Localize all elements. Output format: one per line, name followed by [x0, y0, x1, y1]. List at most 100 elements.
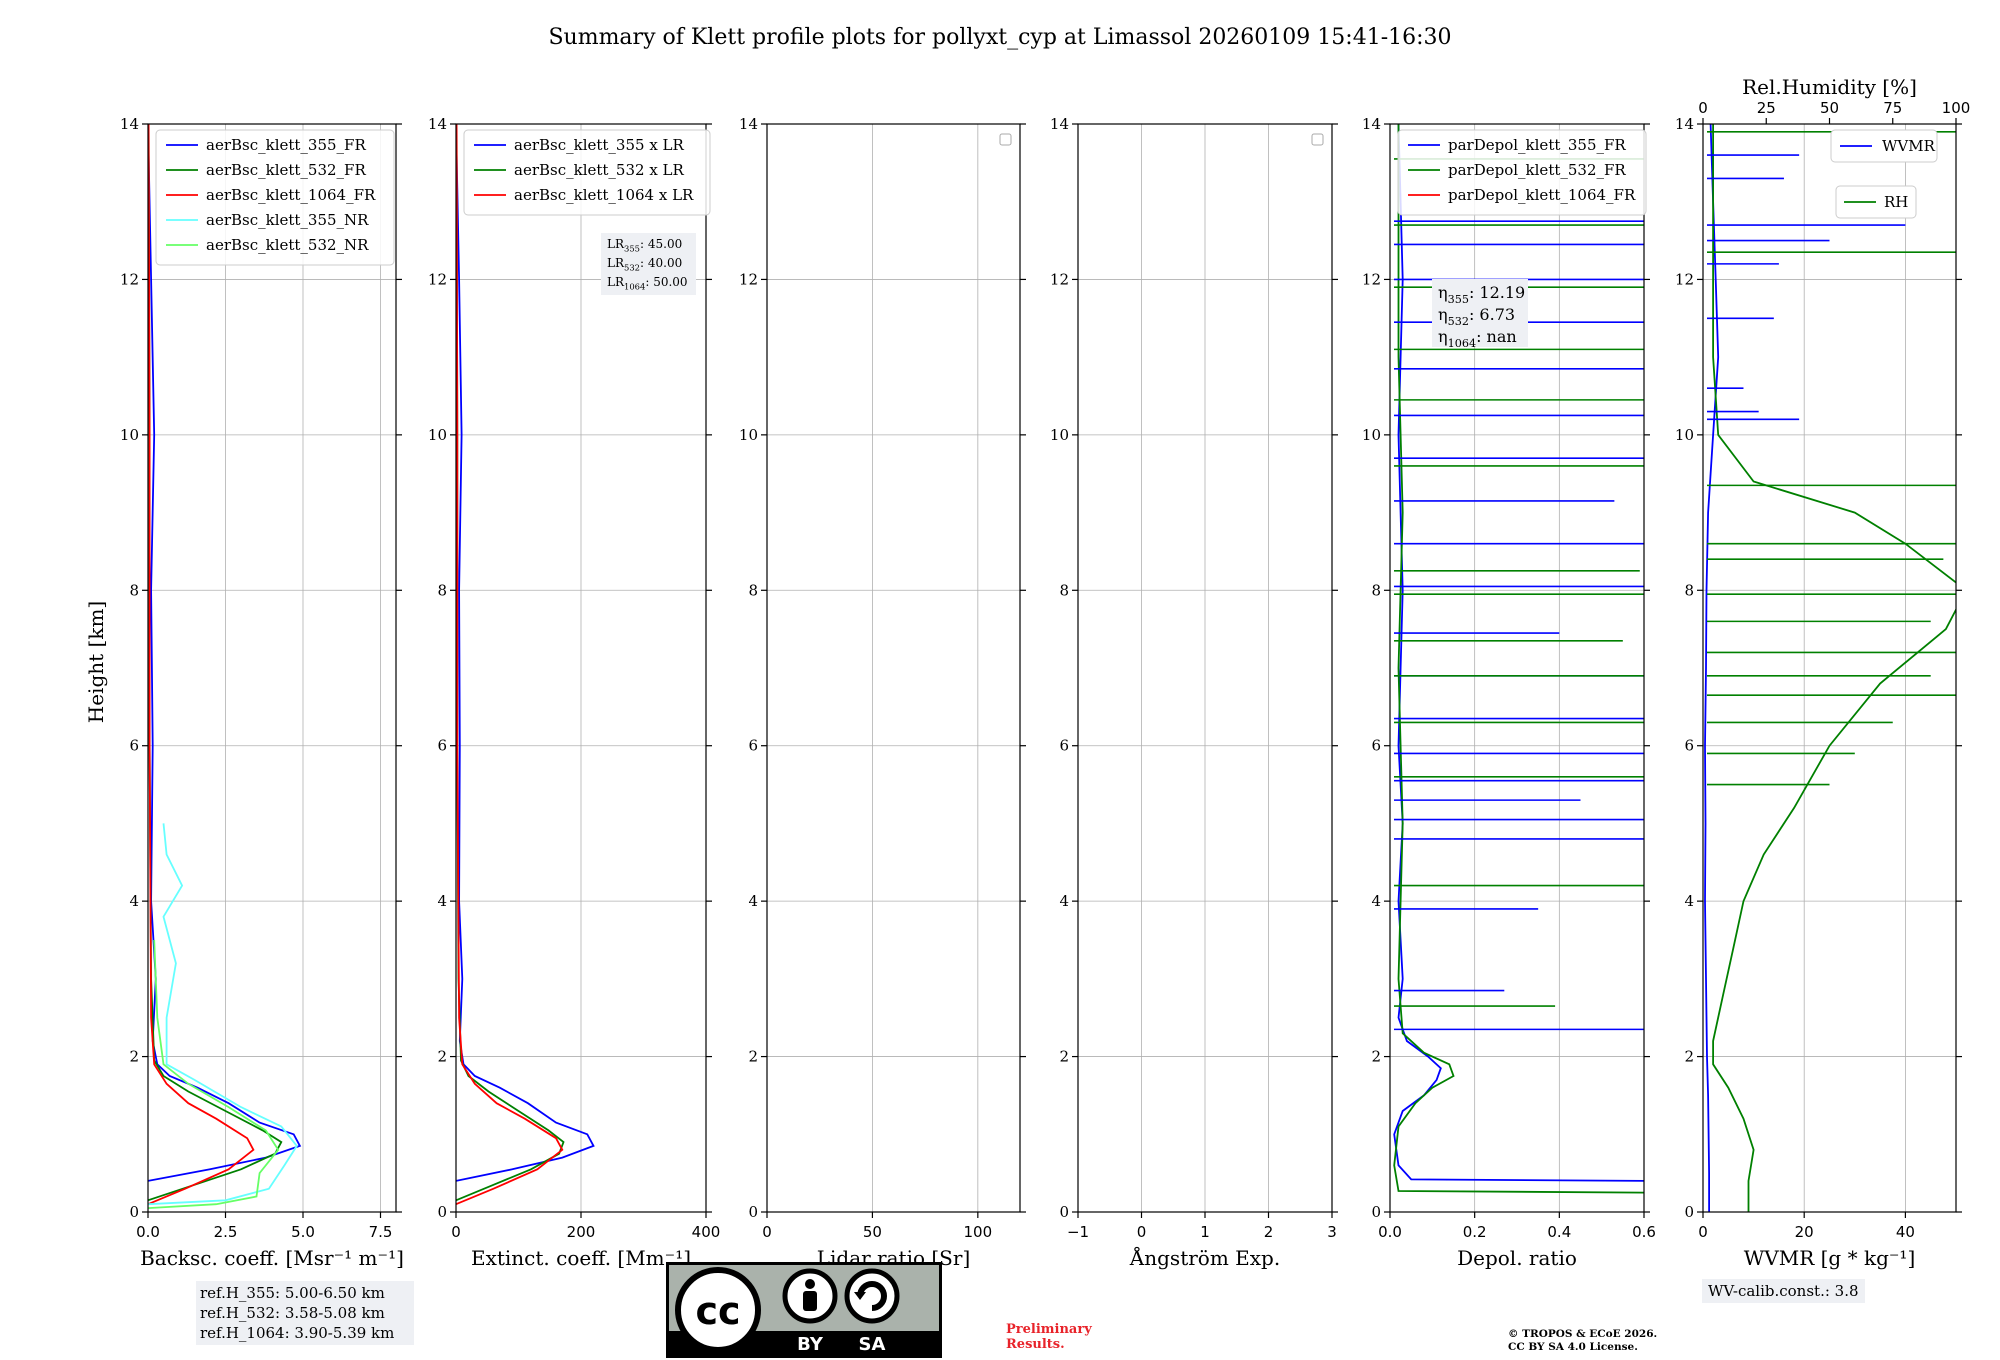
x-tick-label: 200 — [567, 1223, 596, 1241]
y-tick-label: 4 — [437, 892, 447, 910]
y-tick-label: 10 — [1675, 426, 1694, 444]
legend: parDepol_klett_355_FR parDepol_klett_532_… — [1397, 129, 1647, 216]
series-line-WVMR — [1704, 124, 1720, 1212]
axes-frame — [1702, 123, 1957, 1213]
legend-entry: parDepol_klett_532_FR — [1448, 161, 1626, 179]
copyright-line-2: CC BY SA 4.0 License. — [1508, 1341, 1638, 1353]
x2-tick-label: 0 — [1698, 99, 1708, 117]
y-tick-label: 12 — [739, 270, 758, 288]
ref-height-532: ref.H_532: 3.58-5.08 km — [200, 1304, 385, 1322]
y-tick-label: 4 — [1371, 892, 1381, 910]
x-axis-label: Backsc. coeff. [Msr⁻¹ m⁻¹] — [140, 1246, 404, 1270]
y-tick-label: 6 — [437, 737, 447, 755]
copyright-line-1: © TROPOS & ECoE 2026. — [1508, 1328, 1658, 1340]
legend-box — [155, 129, 395, 266]
axes-frame — [766, 123, 1021, 1213]
x-tick-label: 2 — [1264, 1223, 1274, 1241]
y-tick-label: 4 — [748, 892, 758, 910]
y-tick-label: 6 — [1371, 737, 1381, 755]
panel-backscatter: 0 2 4 6 8 10 12 14 0.0 2.5 5.0 7.5 Backsc. coeff. [M… — [120, 115, 404, 1270]
legend-wvmr: WVMR — [1830, 129, 1938, 163]
legend-entry: aerBsc_klett_532_NR — [206, 236, 369, 254]
legend-entry: parDepol_klett_355_FR — [1448, 136, 1626, 154]
y-tick-label: 2 — [1059, 1048, 1069, 1066]
y-tick-label: 2 — [129, 1048, 139, 1066]
series-group — [148, 124, 302, 1209]
legend-box — [1830, 129, 1938, 163]
series-group — [456, 124, 595, 1206]
figure-title: Summary of Klett profile plots for polly… — [548, 25, 1451, 50]
series-line-aerBsc_klett_532_NR — [148, 939, 280, 1209]
x-tick-label: 20 — [1795, 1223, 1814, 1241]
x-axis-label: WVMR [g * kg⁻¹] — [1744, 1246, 1916, 1270]
x-tick-label: 0.0 — [1378, 1223, 1402, 1241]
y-tick-label: 0 — [748, 1203, 758, 1221]
y-tick-label: 6 — [129, 737, 139, 755]
legend-entry: RH — [1884, 193, 1908, 211]
y-tick-label: 14 — [1675, 115, 1694, 133]
legend-entry: WVMR — [1882, 137, 1936, 155]
lidar-ratio-355: LR355: 45.00 — [607, 237, 682, 254]
cc-icon — [675, 1267, 761, 1353]
y-tick-label: 8 — [129, 581, 139, 599]
x-tick-label: 0.0 — [136, 1223, 160, 1241]
y-tick-label: 2 — [1684, 1048, 1694, 1066]
y-axis-label: Height [km] — [84, 601, 108, 723]
series-group — [1704, 124, 1956, 1212]
y-tick-label: 2 — [437, 1048, 447, 1066]
lidar-ratio-box: LR355: 45.00 LR532: 40.00 LR1064: 50.00 — [601, 233, 696, 295]
legend-entry: aerBsc_klett_355_NR — [206, 211, 369, 229]
y-tick-label: 10 — [1362, 426, 1381, 444]
eta-532: η532: 6.73 — [1438, 305, 1515, 328]
x-tick-label: 0 — [762, 1223, 772, 1241]
series-line-aerBsc_klett_532_FR — [148, 124, 283, 1202]
x2-tick-label: 75 — [1883, 99, 1902, 117]
y-tick-label: 14 — [1362, 115, 1381, 133]
series-line-aerBsc_klett_355_NR — [148, 823, 298, 1206]
series-line-aerBsc_klett_532 x LR — [456, 124, 565, 1202]
y-tick-label: 14 — [739, 115, 758, 133]
y-tick-label: 14 — [428, 115, 447, 133]
ref-height-1064: ref.H_1064: 3.90-5.39 km — [200, 1324, 395, 1342]
x-tick-label: −1 — [1067, 1223, 1089, 1241]
y-tick-label: 12 — [1362, 270, 1381, 288]
y-tick-label: 0 — [437, 1203, 447, 1221]
series-line-RH — [1712, 124, 1956, 1212]
x-tick-label: 3 — [1327, 1223, 1337, 1241]
preliminary-line-2: Results. — [1006, 1337, 1065, 1352]
x-axis-label: Depol. ratio — [1457, 1246, 1577, 1270]
cc-text: cc — [695, 1289, 740, 1333]
y-tick-label: 8 — [437, 581, 447, 599]
sa-share-icon — [844, 1268, 900, 1324]
y-tick-label: 14 — [120, 115, 139, 133]
y-tick-label: 10 — [1050, 426, 1069, 444]
x-tick-label: 50 — [863, 1223, 882, 1241]
panel-depol: 0 2 4 6 8 10 12 14 0.0 0.2 0.4 0.6 Depol. ratio parDe… — [1362, 115, 1656, 1270]
legend-entry: aerBsc_klett_355 x LR — [514, 136, 685, 154]
y-tick-label: 12 — [1675, 270, 1694, 288]
x-tick-label: 0 — [1698, 1223, 1708, 1241]
series-line-aerBsc_klett_355 x LR — [456, 124, 595, 1182]
axes-frame — [147, 123, 397, 1213]
y-tick-label: 12 — [428, 270, 447, 288]
y-tick-label: 12 — [1050, 270, 1069, 288]
legend-entry: aerBsc_klett_355_FR — [206, 136, 366, 154]
by-label: BY — [797, 1334, 824, 1355]
series-line-parDepol_klett_532_FR — [1393, 124, 1644, 1194]
x2-axis-label: Rel.Humidity [%] — [1742, 75, 1917, 99]
y-tick-label: 10 — [739, 426, 758, 444]
y-tick-label: 10 — [428, 426, 447, 444]
x-tick-label: 0.2 — [1463, 1223, 1487, 1241]
lidar-ratio-bg — [601, 233, 696, 295]
series-line-aerBsc_klett_1064 x LR — [456, 124, 564, 1206]
y-tick-label: 0 — [129, 1203, 139, 1221]
x-tick-label: 100 — [964, 1223, 993, 1241]
y-tick-label: 6 — [1059, 737, 1069, 755]
x-axis-label: Extinct. coeff. [Mm⁻¹] — [471, 1246, 691, 1270]
legend-entry: aerBsc_klett_532_FR — [206, 161, 366, 179]
y-tick-label: 2 — [1371, 1048, 1381, 1066]
x-tick-label: 400 — [692, 1223, 721, 1241]
